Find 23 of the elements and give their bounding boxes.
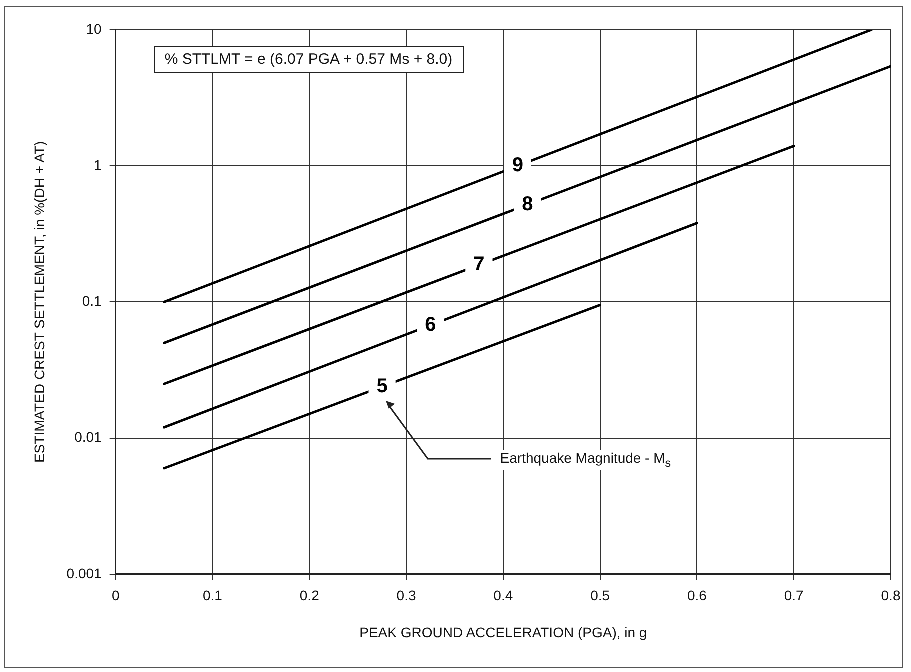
series-label: 5 (376, 375, 388, 398)
x-tick-label: 0.7 (784, 588, 804, 604)
x-tick-label: 0.4 (494, 588, 514, 604)
y-tick-label: 0.001 (66, 565, 102, 582)
y-tick-label: 10 (86, 20, 102, 37)
annotation: Earthquake Magnitude - M$_{s}$ (497, 450, 674, 470)
y-tick-label: 1 (94, 156, 102, 173)
annotation: % STTLMT = e (6.07 PGA + 0.57 Ms + 8.0) (154, 46, 464, 73)
series-label: 8 (522, 193, 534, 216)
x-tick-label: 0.6 (687, 588, 708, 604)
x-tick-label: 0.8 (881, 588, 901, 604)
x-tick-label: 0.5 (590, 588, 610, 604)
y-tick-label: 0.1 (82, 293, 102, 310)
y-tick-label: 0.01 (74, 429, 102, 446)
series-label: 7 (474, 254, 485, 276)
x-tick-label: 0 (112, 588, 120, 604)
series-label: 9 (512, 154, 524, 177)
x-tick-label: 0.1 (202, 588, 223, 604)
y-axis-title: ESTIMATED CREST SETTLEMENT, in %(DH + AT) (31, 141, 48, 464)
x-tick-label: 0.3 (396, 588, 416, 604)
x-tick-label: 0.2 (300, 588, 320, 604)
series-label: 6 (425, 314, 436, 336)
x-axis-title: PEAK GROUND ACCELERATION (PGA), in g (360, 624, 648, 640)
